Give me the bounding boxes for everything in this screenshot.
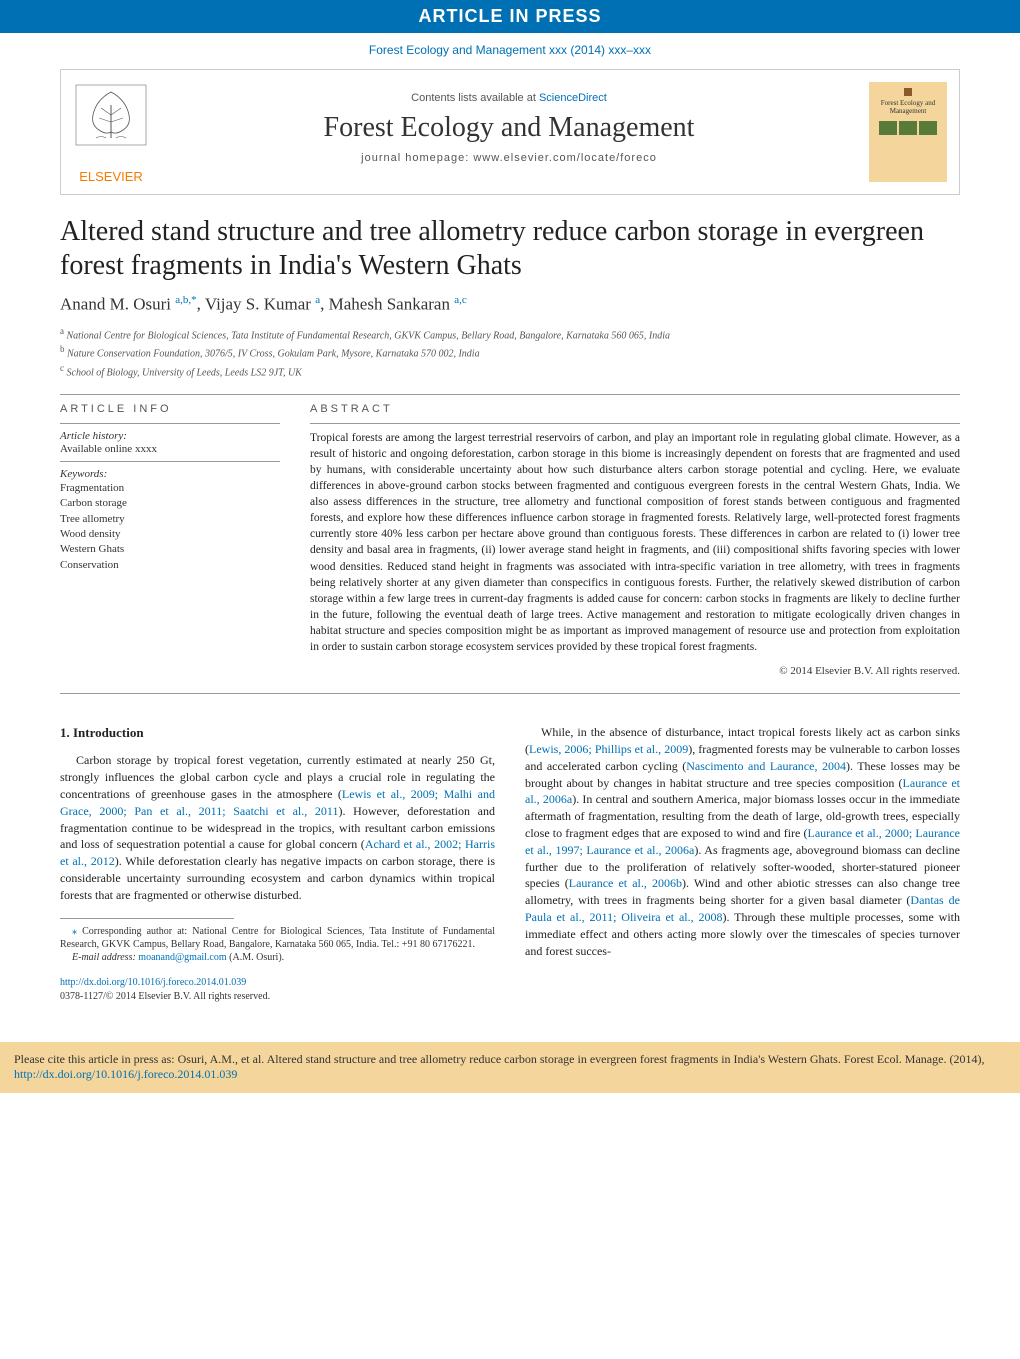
section-1-heading: 1. Introduction [60,724,495,742]
citation-link[interactable]: Lewis, 2006; Phillips et al., 2009 [529,742,688,756]
journal-name: Forest Ecology and Management [161,112,857,144]
keyword: Fragmentation [60,481,280,496]
divider [60,423,280,424]
right-column: While, in the absence of disturbance, in… [525,724,960,1003]
abstract-text: Tropical forests are among the largest t… [310,430,960,655]
affiliation-b: b Nature Conservation Foundation, 3076/5… [60,343,960,361]
header-center: Contents lists available at ScienceDirec… [161,92,857,172]
keywords-list: Fragmentation Carbon storage Tree allome… [60,481,280,573]
article-info-column: ARTICLE INFO Article history: Available … [60,403,280,677]
article-in-press-banner: ARTICLE IN PRESS [0,0,1020,33]
divider [310,423,960,424]
cover-title: Forest Ecology and Management [875,100,941,115]
contents-prefix: Contents lists available at [411,92,539,104]
email-link[interactable]: moanand@gmail.com [138,952,226,963]
affiliation-c: c School of Biology, University of Leeds… [60,362,960,380]
history-label: Article history: [60,430,280,442]
citation-link[interactable]: Laurance et al., 2006b [569,876,682,890]
cover-trees-icon [879,121,937,135]
journal-header-box: ELSEVIER Contents lists available at Sci… [60,69,960,195]
author-1-affil: a,b, [175,294,191,306]
cite-doi-link[interactable]: http://dx.doi.org/10.1016/j.foreco.2014.… [14,1067,237,1081]
abstract-heading: ABSTRACT [310,403,960,415]
author-sep: , [320,295,329,314]
homepage-url[interactable]: www.elsevier.com/locate/foreco [473,152,656,164]
main-content: Altered stand structure and tree allomet… [0,195,1020,1024]
elsevier-logo: ELSEVIER [61,70,161,194]
citation-link[interactable]: Nascimento and Laurance, 2004 [686,759,846,773]
footnote-divider [60,918,234,919]
paragraph-2: While, in the absence of disturbance, in… [525,724,960,959]
contents-line: Contents lists available at ScienceDirec… [161,92,857,104]
cover-decoration-icon [904,88,912,96]
corresponding-footnote: ⁎ Corresponding author at: National Cent… [60,925,495,951]
keyword: Conservation [60,558,280,573]
body-two-columns: 1. Introduction Carbon storage by tropic… [60,724,960,1003]
author-3-affil: a,c [454,294,467,306]
author-1: Anand M. Osuri [60,295,175,314]
left-column: 1. Introduction Carbon storage by tropic… [60,724,495,1003]
divider [60,394,960,395]
keywords-label: Keywords: [60,468,280,480]
doi-link[interactable]: http://dx.doi.org/10.1016/j.foreco.2014.… [60,977,246,988]
keyword: Wood density [60,527,280,542]
info-abstract-row: ARTICLE INFO Article history: Available … [60,403,960,677]
email-footnote: E-mail address: moanand@gmail.com (A.M. … [60,951,495,964]
abstract-column: ABSTRACT Tropical forests are among the … [310,403,960,677]
divider [60,461,280,462]
author-sep: , [197,295,205,314]
copyright-line: © 2014 Elsevier B.V. All rights reserved… [310,665,960,677]
doi-block: http://dx.doi.org/10.1016/j.foreco.2014.… [60,976,495,1004]
cite-text: Please cite this article in press as: Os… [14,1052,984,1066]
keyword: Carbon storage [60,496,280,511]
keyword: Western Ghats [60,542,280,557]
homepage-line: journal homepage: www.elsevier.com/locat… [161,152,857,164]
article-title: Altered stand structure and tree allomet… [60,215,960,282]
affiliations: a National Centre for Biological Science… [60,325,960,380]
keyword: Tree allometry [60,512,280,527]
author-2: Vijay S. Kumar [205,295,315,314]
header-reference-link[interactable]: Forest Ecology and Management xxx (2014)… [0,33,1020,61]
paragraph-1: Carbon storage by tropical forest vegeta… [60,752,495,903]
journal-cover-thumbnail: Forest Ecology and Management [869,82,947,182]
history-value: Available online xxxx [60,443,280,455]
author-3: Mahesh Sankaran [329,295,455,314]
elsevier-tree-icon [71,80,151,160]
issn-copyright: 0378-1127/© 2014 Elsevier B.V. All right… [60,991,270,1002]
affiliation-a: a National Centre for Biological Science… [60,325,960,343]
article-info-heading: ARTICLE INFO [60,403,280,415]
divider [60,693,960,694]
citation-footer: Please cite this article in press as: Os… [0,1042,1020,1093]
sciencedirect-link[interactable]: ScienceDirect [539,92,607,104]
elsevier-label: ELSEVIER [71,169,151,184]
homepage-prefix: journal homepage: [361,152,473,164]
authors-line: Anand M. Osuri a,b,*, Vijay S. Kumar a, … [60,294,960,315]
